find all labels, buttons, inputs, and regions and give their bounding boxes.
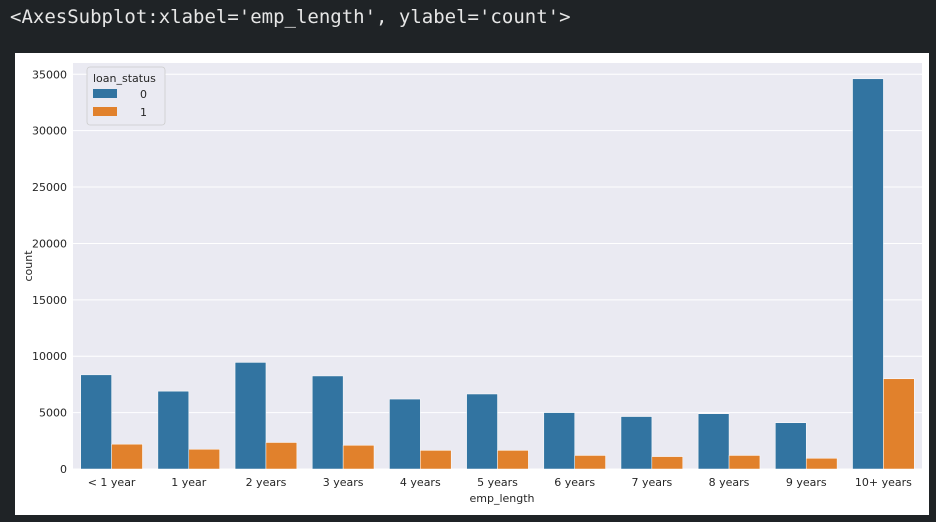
bar-series-0 [852,78,884,470]
cell-output-text: <AxesSubplot:xlabel='emp_length', ylabel… [10,6,571,28]
legend-title: loan_status [93,72,156,85]
y-tick-label: 25000 [32,181,67,194]
bar-chart: 0 5000 10000 15000 20000 25000 30000 35000 < 1 … [22,63,922,505]
legend-label-1: 1 [140,106,147,119]
y-tick-label: 20000 [32,237,67,250]
x-axis-label: emp_length [469,492,534,505]
bar-series-0 [80,374,112,470]
x-tick-label: 8 years [709,476,750,489]
bar-series-0 [234,362,267,470]
y-tick-label: 0 [60,463,67,476]
bar-series-1 [265,442,298,470]
bar-series-0 [312,375,344,470]
x-tick-label: 10+ years [855,476,912,489]
bar-series-1 [574,455,606,470]
bar-series-1 [111,443,143,470]
x-tick-labels: < 1 year 1 year 2 years 3 years 4 years 5 yea… [88,476,912,489]
y-tick-label: 30000 [32,125,67,138]
x-tick-label: 9 years [786,476,827,489]
legend-swatch-0 [93,89,117,98]
bars [80,78,915,470]
x-tick-label: 7 years [631,476,672,489]
x-tick-label: 3 years [323,476,364,489]
chart-figure: 0 5000 10000 15000 20000 25000 30000 35000 < 1 … [15,53,929,515]
bar-series-1 [883,378,915,470]
y-tick-label: 5000 [39,407,67,420]
x-tick-label: 5 years [477,476,518,489]
x-tick-label: 6 years [554,476,595,489]
bar-series-1 [728,455,761,470]
bar-series-0 [697,413,730,470]
bar-series-1 [497,450,529,470]
x-tick-label: 2 years [246,476,287,489]
y-tick-labels: 0 5000 10000 15000 20000 25000 30000 35000 [32,68,67,476]
bar-series-0 [775,422,807,470]
y-tick-label: 10000 [32,350,67,363]
y-tick-label: 15000 [32,294,67,307]
y-axis-label: count [22,250,35,282]
legend: loan_status 0 1 [86,66,166,126]
bar-series-1 [188,449,220,470]
bar-series-0 [157,390,190,470]
x-tick-label: 1 year [171,476,207,489]
bar-series-1 [805,458,838,470]
bar-series-0 [543,412,575,470]
bar-series-0 [620,416,653,470]
bar-series-1 [342,445,375,470]
x-tick-label: 4 years [400,476,441,489]
bar-series-1 [651,456,683,470]
y-tick-label: 35000 [32,68,67,81]
legend-label-0: 0 [140,88,147,101]
bar-series-0 [466,393,498,470]
legend-swatch-1 [93,107,117,116]
bar-series-0 [389,398,421,470]
bar-series-1 [420,450,452,470]
x-tick-label: < 1 year [88,476,136,489]
